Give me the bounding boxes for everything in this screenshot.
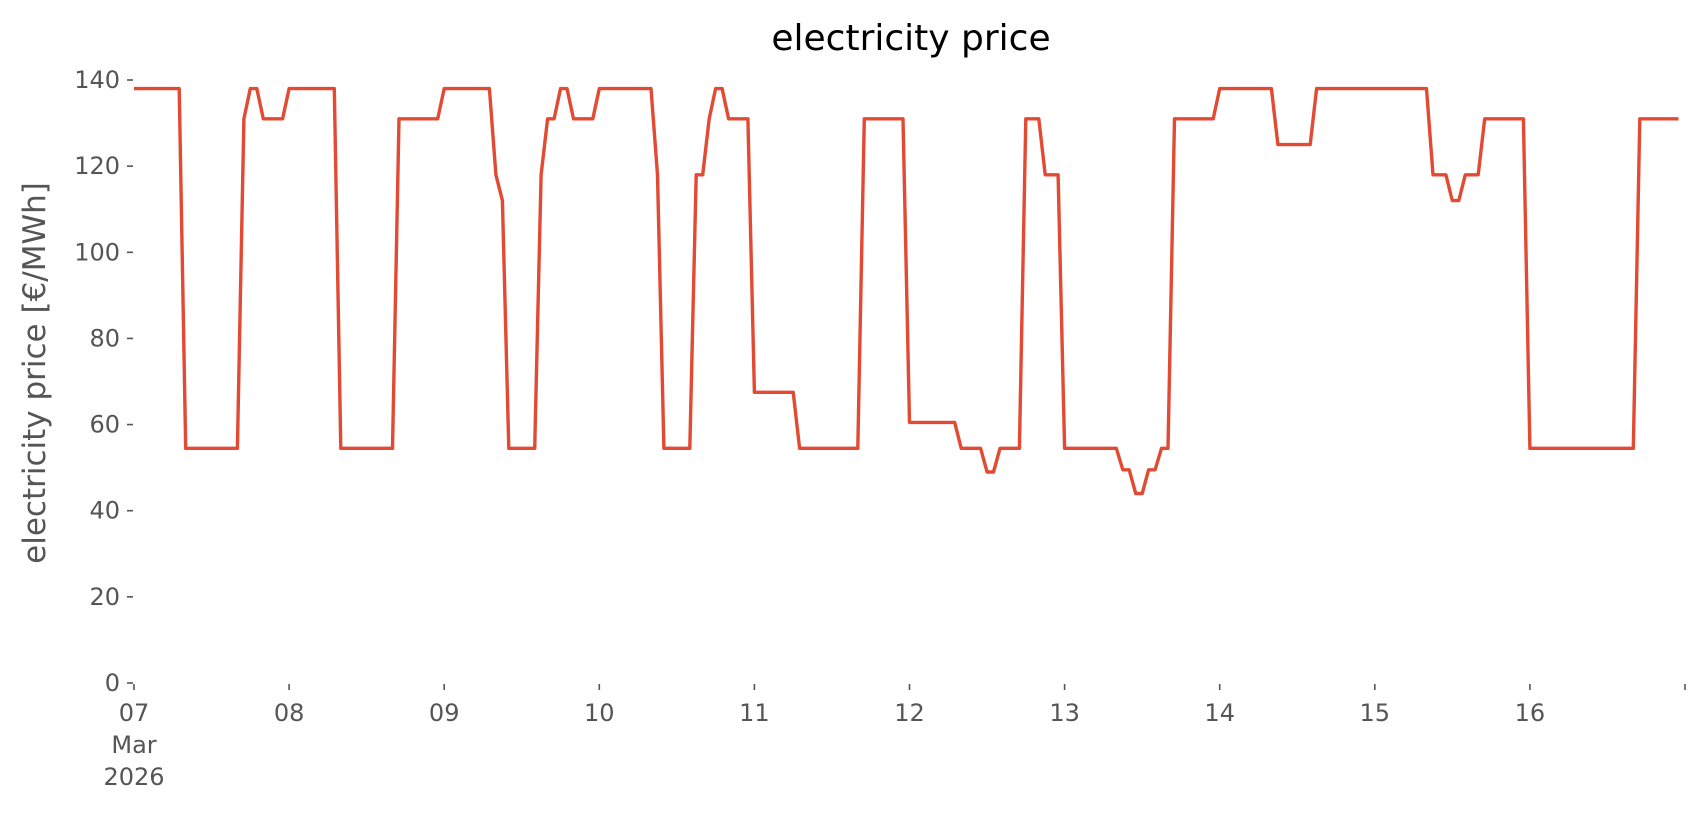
y-tick-label: 80 — [89, 324, 120, 352]
y-axis-label: electricity price [€/MWh] — [17, 182, 53, 564]
x-tick-label: 13 — [1049, 699, 1080, 727]
x-tick-label: 16 — [1515, 699, 1546, 727]
y-tick-label: 40 — [89, 497, 120, 525]
y-tick-label: 60 — [89, 411, 120, 439]
x-tick-label: 08 — [274, 699, 305, 727]
x-tick-label: 2026 — [103, 763, 164, 791]
y-tick-label: 140 — [74, 66, 120, 94]
x-tick-label: 10 — [584, 699, 615, 727]
x-tick-label: 09 — [429, 699, 460, 727]
x-tick-label: Mar — [111, 731, 156, 759]
y-tick-label: 120 — [74, 152, 120, 180]
chart-title: electricity price — [771, 18, 1050, 59]
y-tick-label: 100 — [74, 238, 120, 266]
y-tick-label: 0 — [105, 669, 120, 697]
x-tick-label: 14 — [1204, 699, 1235, 727]
y-axis: 0 20 40 60 80 100 120 140 — [74, 66, 133, 697]
x-axis: 07 Mar 2026 08 09 10 11 12 13 14 15 16 — [103, 684, 1686, 791]
x-tick-label: 15 — [1360, 699, 1391, 727]
x-tick-label: 12 — [894, 699, 925, 727]
price-series-line — [134, 86, 1679, 496]
x-tick-label: 11 — [739, 699, 770, 727]
x-tick-label: 07 — [119, 699, 150, 727]
y-tick-label: 20 — [89, 583, 120, 611]
series-layer — [134, 86, 1679, 496]
